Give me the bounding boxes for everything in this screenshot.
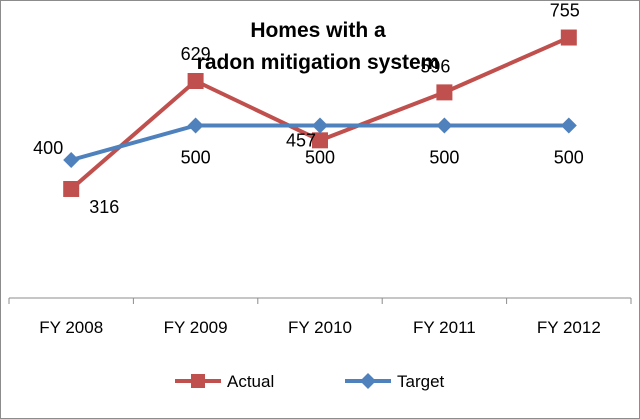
legend: Actual Target	[175, 372, 445, 391]
data-label-target: 400	[33, 138, 63, 158]
data-label-actual: 596	[420, 56, 450, 76]
data-point-target	[312, 117, 328, 134]
data-label-target: 500	[554, 148, 584, 168]
data-point-actual	[436, 84, 453, 101]
data-point-actual	[63, 180, 80, 197]
legend-marker-diamond-icon	[360, 373, 376, 389]
data-label-actual: 457	[286, 130, 316, 150]
data-point-actual	[187, 72, 204, 89]
x-tick-label: FY 2012	[537, 318, 601, 337]
chart-title-line-2: radon mitigation system	[197, 51, 440, 74]
data-label-actual: 629	[181, 44, 211, 64]
data-label-target: 500	[429, 148, 459, 168]
chart-title-line-1: Homes with a	[250, 19, 386, 42]
x-tick-label: FY 2008	[39, 318, 103, 337]
data-label-target: 500	[181, 148, 211, 168]
data-label-target: 500	[305, 148, 335, 168]
legend-label-target: Target	[397, 372, 445, 391]
data-label-actual: 755	[550, 1, 580, 21]
x-tick-label: FY 2010	[288, 318, 352, 337]
data-point-target	[63, 152, 80, 168]
data-point-actual	[312, 132, 328, 149]
data-point-target	[560, 117, 577, 134]
data-point-target	[436, 117, 453, 134]
data-point-target	[187, 117, 204, 134]
data-label-actual: 316	[89, 197, 119, 217]
x-tick-label: FY 2009	[164, 318, 228, 337]
x-tick-label: FY 2011	[413, 318, 476, 337]
legend-label-actual: Actual	[227, 372, 274, 391]
data-point-actual	[560, 29, 577, 46]
legend-marker-square-icon	[191, 374, 205, 388]
plot-area: FY 2008 FY 2009 FY 2010 FY 2011 FY 2012 316 62…	[8, 1, 632, 337]
